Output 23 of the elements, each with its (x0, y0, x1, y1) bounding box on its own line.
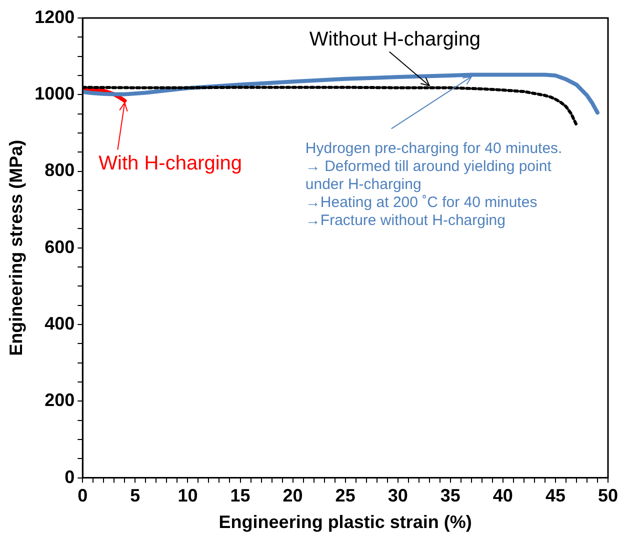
x-tick-label: 0 (78, 486, 88, 506)
y-tick-label: 400 (44, 314, 75, 334)
x-tick-label: 5 (130, 486, 140, 506)
y-axis-title: Engineering stress (MPa) (6, 140, 26, 356)
y-tick-label: 0 (64, 466, 75, 487)
y-tick-label: 1000 (34, 84, 75, 104)
annotation: Hydrogen pre-charging for 40 minutes. → Deformed till around yielding point under H-charging →Heating at 200 ˚C for 40 minutes →Fracture without H-charging (305, 140, 562, 229)
y-tick-label: 800 (44, 160, 75, 180)
x-tick-label: 30 (388, 486, 408, 506)
x-tick-label: 25 (335, 486, 356, 506)
x-tick-label: 50 (598, 486, 618, 506)
y-tick-label: 600 (44, 236, 75, 257)
y-tick-label: 1200 (34, 6, 75, 27)
annotation: With H-charging (98, 152, 242, 174)
annotation: Without H-charging (309, 28, 481, 50)
x-tick-label: 10 (178, 486, 198, 506)
x-tick-label: 20 (282, 486, 303, 506)
x-tick-label: 40 (492, 486, 513, 506)
x-tick-label: 15 (230, 486, 250, 506)
x-axis-title: Engineering plastic strain (%) (218, 512, 472, 532)
x-tick-label: 35 (440, 486, 460, 506)
x-tick-label: 45 (545, 486, 566, 506)
y-tick-label: 200 (44, 390, 75, 410)
